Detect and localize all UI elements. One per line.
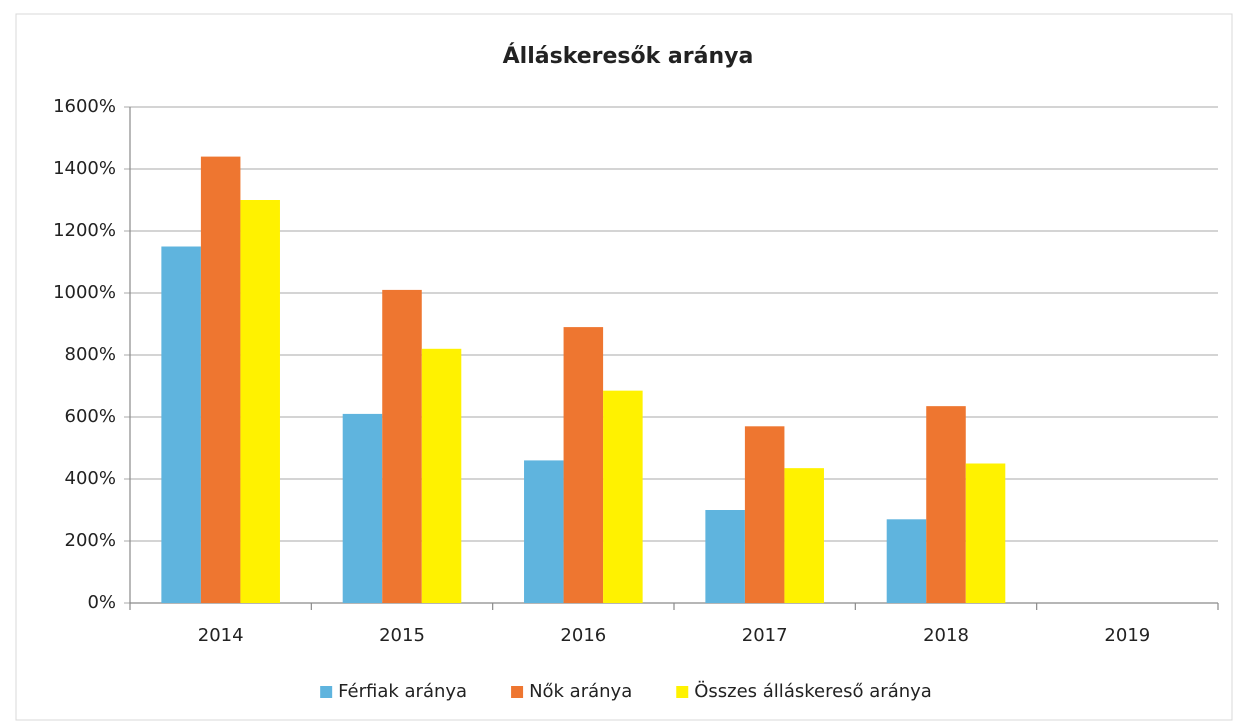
y-tick-label: 1600%: [53, 96, 116, 117]
y-tick-label: 200%: [65, 530, 116, 551]
bar: [421, 348, 462, 603]
bar: [524, 460, 564, 603]
y-tick-label: 1000%: [53, 282, 116, 303]
x-tick-label: 2019: [1104, 625, 1150, 646]
bar: [926, 406, 966, 603]
bar: [161, 246, 201, 603]
bar: [965, 463, 1006, 603]
bar: [240, 200, 280, 603]
bar: [603, 390, 643, 603]
legend-swatch: [511, 686, 524, 698]
x-tick-label: 2016: [560, 625, 606, 646]
y-tick-label: 400%: [65, 468, 116, 489]
y-tick-label: 1400%: [53, 158, 116, 179]
bar: [886, 519, 927, 603]
chart-frame: [15, 13, 1233, 721]
x-tick-label: 2017: [742, 625, 788, 646]
bar: [744, 426, 785, 603]
bar: [705, 510, 745, 603]
bar: [784, 468, 824, 603]
legend-label: Nők aránya: [529, 681, 632, 702]
bar: [342, 413, 383, 603]
bar: [200, 156, 241, 603]
x-tick-label: 2014: [198, 625, 244, 646]
legend-label: Férfiak aránya: [338, 681, 467, 702]
legend-swatch: [320, 686, 333, 698]
y-tick-label: 1200%: [53, 220, 116, 241]
bar: [382, 289, 422, 603]
x-tick-label: 2015: [379, 625, 425, 646]
chart-title: Álláskeresők aránya: [503, 43, 754, 69]
y-tick-label: 600%: [65, 406, 116, 427]
legend-label: Összes álláskereső aránya: [694, 680, 932, 702]
legend-swatch: [676, 686, 689, 698]
y-tick-label: 800%: [65, 344, 116, 365]
x-tick-label: 2018: [923, 625, 969, 646]
y-tick-label: 0%: [87, 592, 116, 613]
bar: [563, 327, 604, 603]
